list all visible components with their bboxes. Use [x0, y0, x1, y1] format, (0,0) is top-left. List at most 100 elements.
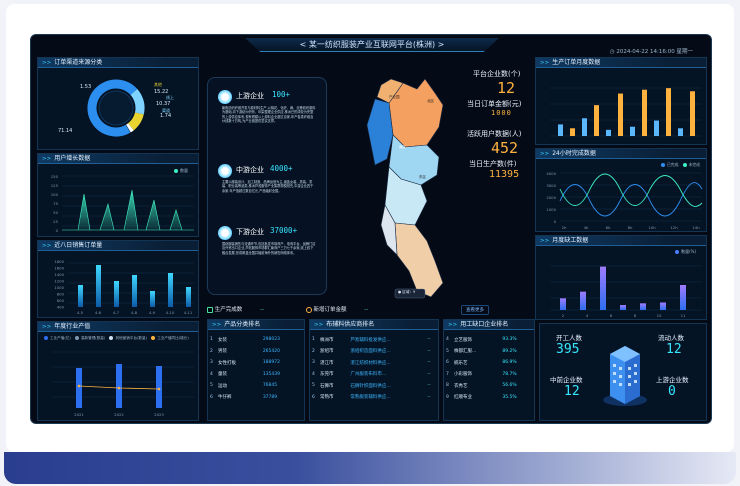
table-row[interactable]: 5 石狮市 石狮针织面料供应... -- — [310, 380, 438, 392]
panel-title: 年度行业产值 — [54, 323, 91, 330]
company-cell: 湛江纺织材料供应... — [350, 360, 391, 366]
tier-description: 围绕服装销售与流通环节,包括批发市场商户、电商平台、品牌门店及外贸出口企业,芦淞… — [222, 242, 316, 255]
table-row[interactable]: 7 小彩服饰 78.7% — [444, 369, 534, 381]
view-more-button[interactable]: 查看更多 — [461, 305, 489, 315]
map-region-south[interactable] — [394, 222, 444, 298]
order-bar — [168, 273, 173, 307]
monthly-order-bar — [606, 129, 611, 136]
map-region-west[interactable] — [366, 98, 394, 166]
stat-label: 活跃用户数据(人) — [467, 130, 522, 138]
map-label-4: 东区 — [419, 175, 426, 179]
building-icon — [603, 346, 647, 406]
table-row[interactable]: 8 衣秀艺 56.6% — [444, 380, 534, 392]
stat-value: 1000 — [491, 109, 512, 117]
table-row[interactable]: 4 童装 135439 — [208, 369, 304, 381]
table-row[interactable]: 5 株都汇服... 89.2% — [444, 346, 534, 358]
monthly-order-bar — [558, 124, 563, 136]
legend-swatch — [44, 336, 48, 340]
table-row[interactable]: 6 楠乐艺 86.9% — [444, 357, 534, 369]
axis-tick-label: 6h — [606, 225, 611, 230]
value-cell: 298023 — [262, 337, 280, 343]
map-region-southwest[interactable] — [380, 204, 398, 256]
completed-line — [559, 182, 703, 217]
panel-title: 24小时完成数据 — [552, 150, 596, 157]
table-row[interactable]: 5 运动 76845 — [208, 380, 304, 392]
datetime-display: ◷ 2024-04-22 14:16:00 星期一 — [610, 47, 693, 55]
table-row[interactable]: 4 立艺服饰 93.3% — [444, 334, 534, 346]
panel-header: >> 生产订单月度数据 — [536, 58, 706, 68]
monthly-orders-panel: >> 生产订单月度数据 — [535, 57, 707, 145]
rank-cell: 5 — [312, 383, 315, 389]
kpi-value: 0 — [668, 384, 676, 399]
user-growth-chart: 150 125 100 75 50 25 0 — [51, 174, 194, 233]
map-region-northwest[interactable] — [376, 78, 404, 104]
name-cell: 牛仔裤 — [218, 395, 232, 401]
table-row[interactable]: 3 湛江市 湛江纺织材料供应... -- — [310, 357, 438, 369]
arrow-icon: >> — [42, 243, 52, 249]
table-row[interactable]: 6 牛仔裤 37789 — [208, 392, 304, 404]
axis-tick-label: 10 — [657, 313, 662, 318]
table-row[interactable]: 3 女性打板 188972 — [208, 357, 304, 369]
axis-tick-label: 0 — [554, 219, 557, 224]
donut-label-1: 1.53 — [80, 84, 92, 90]
monthly-load-bar — [660, 302, 666, 310]
legend-label: 数量(%) — [681, 249, 696, 254]
tier-value: 100+ — [272, 90, 291, 99]
axis-tick-label: 4-6 — [95, 310, 102, 315]
table-row[interactable]: 1 女装 298023 — [208, 334, 304, 346]
axis-tick-label: 2023 — [154, 412, 164, 417]
legend-label: 工业产值(亿) — [50, 336, 71, 340]
axis-tick-label: 8h — [628, 225, 633, 230]
arrow-icon: >> — [448, 322, 458, 328]
table-row[interactable]: 9 红顺布业 35.5% — [444, 392, 534, 404]
value-cell: -- — [427, 383, 431, 389]
region-map[interactable] — [331, 75, 471, 305]
kpi-label: 流动人数 — [658, 334, 684, 342]
value-cell: 86.9% — [502, 360, 517, 366]
axis-tick-label: 4-11 — [184, 310, 193, 315]
rank-cell: 6 — [312, 394, 315, 400]
rank-cell: 8 — [446, 383, 449, 389]
axis-tick-label: 4-8 — [131, 310, 138, 315]
table-row[interactable]: 6 常熟市 常熟服装辅料供应... -- — [310, 392, 438, 404]
rank-cell: 5 — [210, 383, 213, 389]
rank-cell: 1 — [210, 337, 213, 343]
donut-name-1: 其他 — [154, 82, 162, 87]
output-bar — [76, 368, 82, 408]
map-label-3: 南区 — [399, 145, 406, 149]
rank-cell: 2 — [312, 348, 315, 354]
output-bar — [156, 366, 162, 408]
table-row[interactable]: 4 东莞市 广州服装布料市... -- — [310, 369, 438, 381]
axis-tick-label: 4 — [586, 313, 589, 318]
axis-tick-label: 12h — [670, 225, 678, 230]
rank-cell: 4 — [312, 371, 315, 377]
axis-tick-label: 1200 — [54, 279, 64, 284]
chart-legend: 已完成 未完成 — [661, 162, 700, 168]
table-row[interactable]: 2 男装 265420 — [208, 346, 304, 358]
company-cell: 芦淞辅料批发供应... — [350, 337, 391, 343]
panel-header: >> 用户增长数据 — [38, 154, 198, 164]
legend-swatch — [675, 250, 680, 254]
value-cell: -- — [427, 337, 431, 343]
arrow-icon: >> — [540, 60, 550, 66]
axis-tick-label: 2h — [562, 225, 567, 230]
monthly-load-bar — [640, 303, 646, 310]
axis-tick-label: 400 — [57, 305, 65, 310]
legend-swatch — [682, 163, 687, 167]
monthly-order-bar — [690, 91, 695, 136]
axis-tick-label: 75 — [53, 201, 58, 206]
table-row[interactable]: 1 株洲市 芦淞辅料批发供应... -- — [310, 334, 438, 346]
worker-rank-panel: >> 用工缺口企业排名 4 立艺服饰 93.3% 5 株都汇服... 89.2% 6 楠乐艺 86… — [443, 319, 535, 421]
rank-cell: 6 — [446, 360, 449, 366]
output-bar — [116, 364, 122, 408]
monthly-order-bar — [630, 126, 635, 136]
axis-tick-label: 11 — [681, 313, 686, 318]
city-cell: 株洲市 — [320, 337, 334, 343]
name-cell: 运动 — [218, 383, 227, 389]
value-cell: 135439 — [262, 371, 280, 377]
axis-tick-label: 3000 — [546, 183, 556, 188]
table-row[interactable]: 2 浙绍市 浙绍织造面料供应... -- — [310, 346, 438, 358]
value-cell: -- — [427, 371, 431, 377]
value-cell: -- — [427, 394, 431, 400]
panel-header: >> 月度缺工数据 — [536, 236, 706, 246]
